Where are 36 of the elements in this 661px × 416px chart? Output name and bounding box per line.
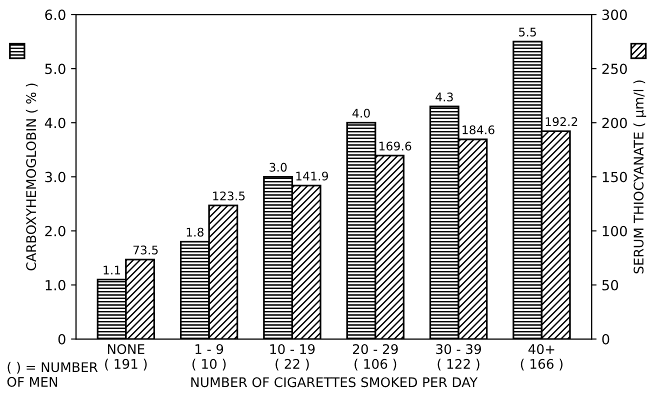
y-tick-label: 4.0 (44, 118, 66, 128)
data-label: 184.6 (462, 125, 494, 134)
y2-tick-label: 250 (602, 64, 627, 74)
data-label: 1.1 (104, 266, 120, 274)
y2-tick-label: 300 (602, 10, 627, 20)
y-tick-label: 3.0 (45, 172, 66, 182)
y2-tick-label: 50 (602, 280, 618, 290)
x-tick-label: 40+ ( 166 ) (520, 344, 562, 370)
x-tick-label: NONE ( 191 ) (105, 344, 147, 370)
data-label: 4.3 (436, 92, 453, 102)
y2-tick-label: 100 (602, 226, 627, 236)
x-tick-label: 10 - 19 ( 22 ) (270, 344, 315, 370)
x-axis-title: NUMBER OF CIGARETTES SMOKED PER DAY (191, 377, 478, 388)
data-label: 169.6 (379, 142, 412, 151)
data-label: 4.0 (352, 108, 370, 118)
data-label: 1.8 (186, 228, 204, 237)
y-tick-label: 5.0 (45, 64, 66, 74)
data-label: 141.9 (296, 172, 328, 180)
x-tick-label: 20 - 29 ( 106 ) (352, 344, 398, 370)
y2-tick-label: 200 (602, 118, 627, 128)
y-tick-label: 6.0 (45, 10, 66, 20)
y2-tick-label: 150 (602, 172, 627, 182)
y-tick-label: 0 (58, 334, 66, 345)
y2-axis-title: SERUM THIOCYANATE ( μm/l ) (633, 80, 646, 274)
data-label: 3.0 (270, 162, 287, 172)
data-label: 73.5 (133, 246, 158, 254)
data-label: 192.2 (546, 117, 578, 126)
data-label: 5.5 (519, 28, 536, 37)
data-label: 123.5 (213, 191, 245, 200)
y-tick-label: 2.0 (45, 226, 66, 236)
x-tick-label: 1 - 9 ( 10 ) (192, 344, 226, 370)
text: ( ) = NUMBER OF MEN (7, 362, 98, 387)
x-tick-label: 30 - 39 ( 122 ) (436, 344, 481, 370)
y-tick-label: 1.0 (46, 280, 66, 290)
y2-tick-label: 0 (602, 334, 610, 345)
y-axis-title: CARBOXYHEMOGLOBIN ( % ) (26, 84, 38, 270)
